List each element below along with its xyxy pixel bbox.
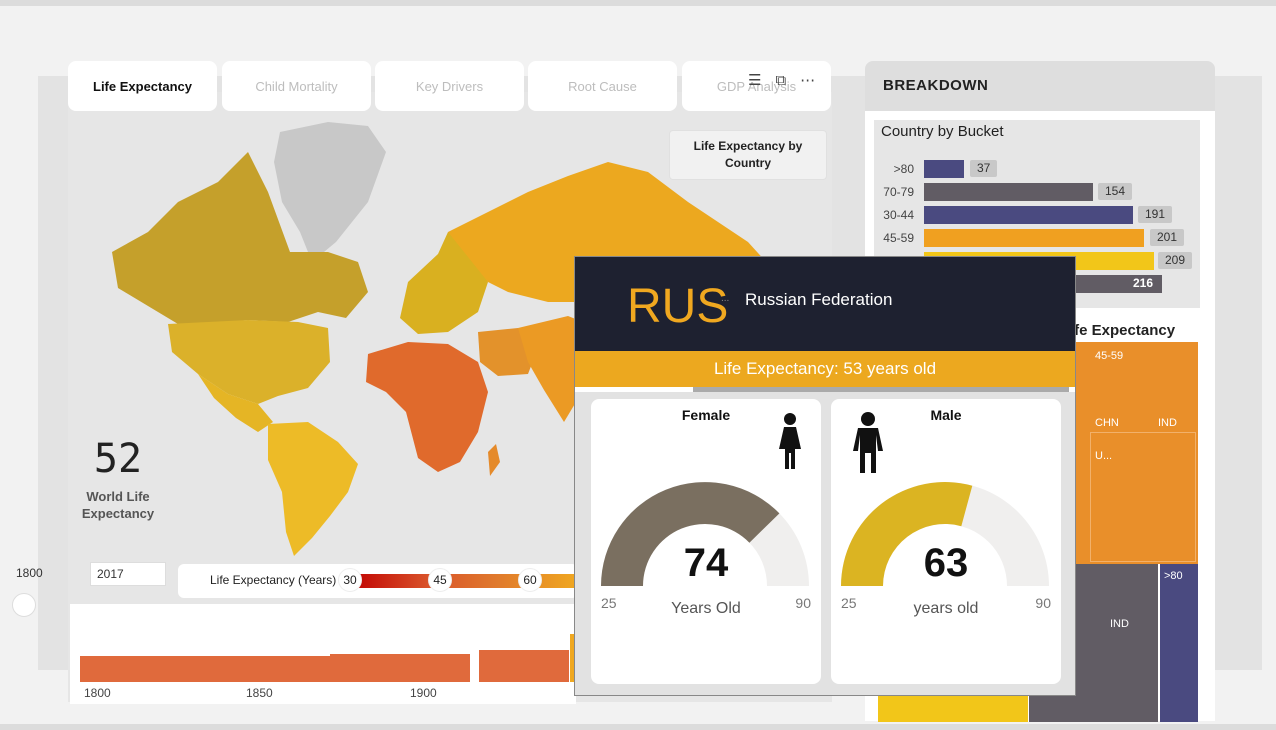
map-region-europe: [400, 232, 488, 334]
breakdown-header: BREAKDOWN: [865, 61, 1215, 111]
bucket-bar: [924, 160, 964, 178]
timeline-current-year[interactable]: 2017: [90, 562, 166, 586]
bucket-row[interactable]: 30-44 191: [874, 206, 1200, 224]
color-legend: Life Expectancy (Years) 30 45 60: [178, 564, 578, 598]
gauge-value: 63: [923, 541, 969, 585]
expand-icon[interactable]: ⧉: [775, 71, 787, 89]
histogram-bars: [80, 634, 576, 682]
bucket-bar: [924, 183, 1093, 201]
histogram-axis-label: 1850: [246, 686, 273, 700]
treemap-group-80[interactable]: [1160, 564, 1198, 722]
country-tooltip: RUS ... Russian Federation Life Expectan…: [574, 256, 1076, 696]
bucket-row[interactable]: 70-79 154: [874, 183, 1200, 201]
bucket-label: 70-79: [883, 185, 914, 199]
gauge-min: 25: [601, 595, 617, 611]
map-region-africa: [366, 342, 488, 472]
tab-root-cause[interactable]: Root Cause: [528, 61, 677, 111]
bucket-row[interactable]: 45-59 201: [874, 229, 1200, 247]
legend-tick: 30: [338, 568, 362, 592]
bucket-value: 191: [1138, 206, 1173, 223]
histogram-highlight: [570, 634, 576, 682]
bucket-bar: [924, 206, 1133, 224]
map-region-canada: [112, 152, 368, 324]
gauge-fill: [601, 482, 780, 586]
histogram-axis-label: 1800: [84, 686, 111, 700]
gauge-value: 74: [683, 541, 729, 585]
gauge-fill: [841, 482, 973, 586]
map-region-greenland: [274, 122, 386, 262]
gauge-title: Male: [930, 407, 962, 423]
treemap-title: ife Expectancy: [1070, 322, 1176, 339]
bucket-label: 45-59: [883, 231, 914, 245]
treemap-label: 45-59: [1095, 350, 1124, 362]
male-gauge-card: Male 63 years old 25 90: [831, 399, 1061, 684]
legend-gradient: [348, 574, 578, 588]
bucket-label: 30-44: [883, 208, 914, 222]
bucket-value: 216: [1133, 276, 1154, 290]
female-gauge-card: Female 74 Years Old 25 90: [591, 399, 821, 684]
breakdown-title: BREAKDOWN: [883, 77, 989, 94]
histogram-fill: [80, 656, 330, 682]
bucket-value: 154: [1098, 183, 1133, 200]
female-icon: [779, 413, 801, 469]
map-region-mexico: [198, 374, 273, 432]
window-bottom-bar: [0, 724, 1276, 730]
timeline-slider-handle[interactable]: [12, 593, 36, 617]
world-life-expectancy-label: World Life Expectancy: [81, 489, 155, 521]
histogram-gap: [476, 652, 479, 682]
tooltip-country-name: Russian Federation: [745, 290, 893, 309]
map-region-south-america: [268, 422, 358, 556]
legend-tick: 45: [428, 568, 452, 592]
bucket-chart-title: Country by Bucket: [881, 123, 1004, 140]
visual-header-icons: ☰ ⧉ ⋯: [748, 66, 848, 94]
tab-life-expectancy[interactable]: Life Expectancy: [68, 61, 217, 111]
world-life-expectancy-value: 52: [93, 436, 143, 482]
legend-tick: 60: [518, 568, 542, 592]
more-options-icon[interactable]: ⋯: [800, 72, 816, 89]
map-region-madagascar: [488, 444, 500, 476]
histogram-fill: [479, 650, 569, 682]
male-gauge: [841, 412, 1049, 586]
bucket-value: 201: [1150, 229, 1185, 246]
bucket-value: 37: [970, 160, 998, 177]
gauge-title: Female: [681, 407, 731, 423]
tooltip-life-expectancy-banner: Life Expectancy: 53 years old: [575, 351, 1075, 387]
treemap-label: U...: [1095, 450, 1113, 462]
bucket-value: 209: [1158, 252, 1193, 269]
treemap-small-cells[interactable]: [1090, 432, 1196, 562]
female-gauge: [601, 413, 809, 586]
map-region-usa: [168, 320, 330, 404]
gauge-unit: Years Old: [671, 600, 741, 617]
bucket-label: >80: [893, 162, 914, 176]
filter-icon[interactable]: ☰: [748, 72, 762, 89]
tab-gdp-analysis[interactable]: GDP Analysis: [682, 61, 831, 111]
gauge-max: 90: [795, 595, 811, 611]
tooltip-dots: ...: [721, 293, 730, 304]
treemap-label: IND: [1158, 417, 1177, 429]
window-top-bar: [0, 0, 1276, 6]
bucket-row[interactable]: >80 37: [874, 160, 1200, 178]
tab-key-drivers[interactable]: Key Drivers: [375, 61, 524, 111]
timeline-start-year: 1800: [16, 566, 43, 580]
tab-child-mortality[interactable]: Child Mortality: [222, 61, 371, 111]
year-histogram[interactable]: 1800 1850 1900: [70, 604, 576, 704]
histogram-fill: [330, 654, 470, 682]
histogram-axis-label: 1900: [410, 686, 437, 700]
bucket-bar: [924, 229, 1144, 247]
treemap-label: >80: [1164, 570, 1183, 582]
tooltip-banner-shadow: [693, 387, 1069, 392]
tooltip-country-code: RUS: [627, 280, 729, 333]
gauge-unit: years old: [913, 600, 979, 617]
map-title: Life Expectancy by Country: [669, 130, 827, 180]
gauge-min: 25: [841, 595, 857, 611]
treemap-label: IND: [1110, 618, 1129, 630]
treemap-label: CHN: [1095, 417, 1119, 429]
male-icon: [853, 412, 883, 473]
legend-title: Life Expectancy (Years): [210, 573, 337, 587]
tooltip-header: RUS ... Russian Federation: [575, 257, 1075, 351]
gauge-max: 90: [1035, 595, 1051, 611]
